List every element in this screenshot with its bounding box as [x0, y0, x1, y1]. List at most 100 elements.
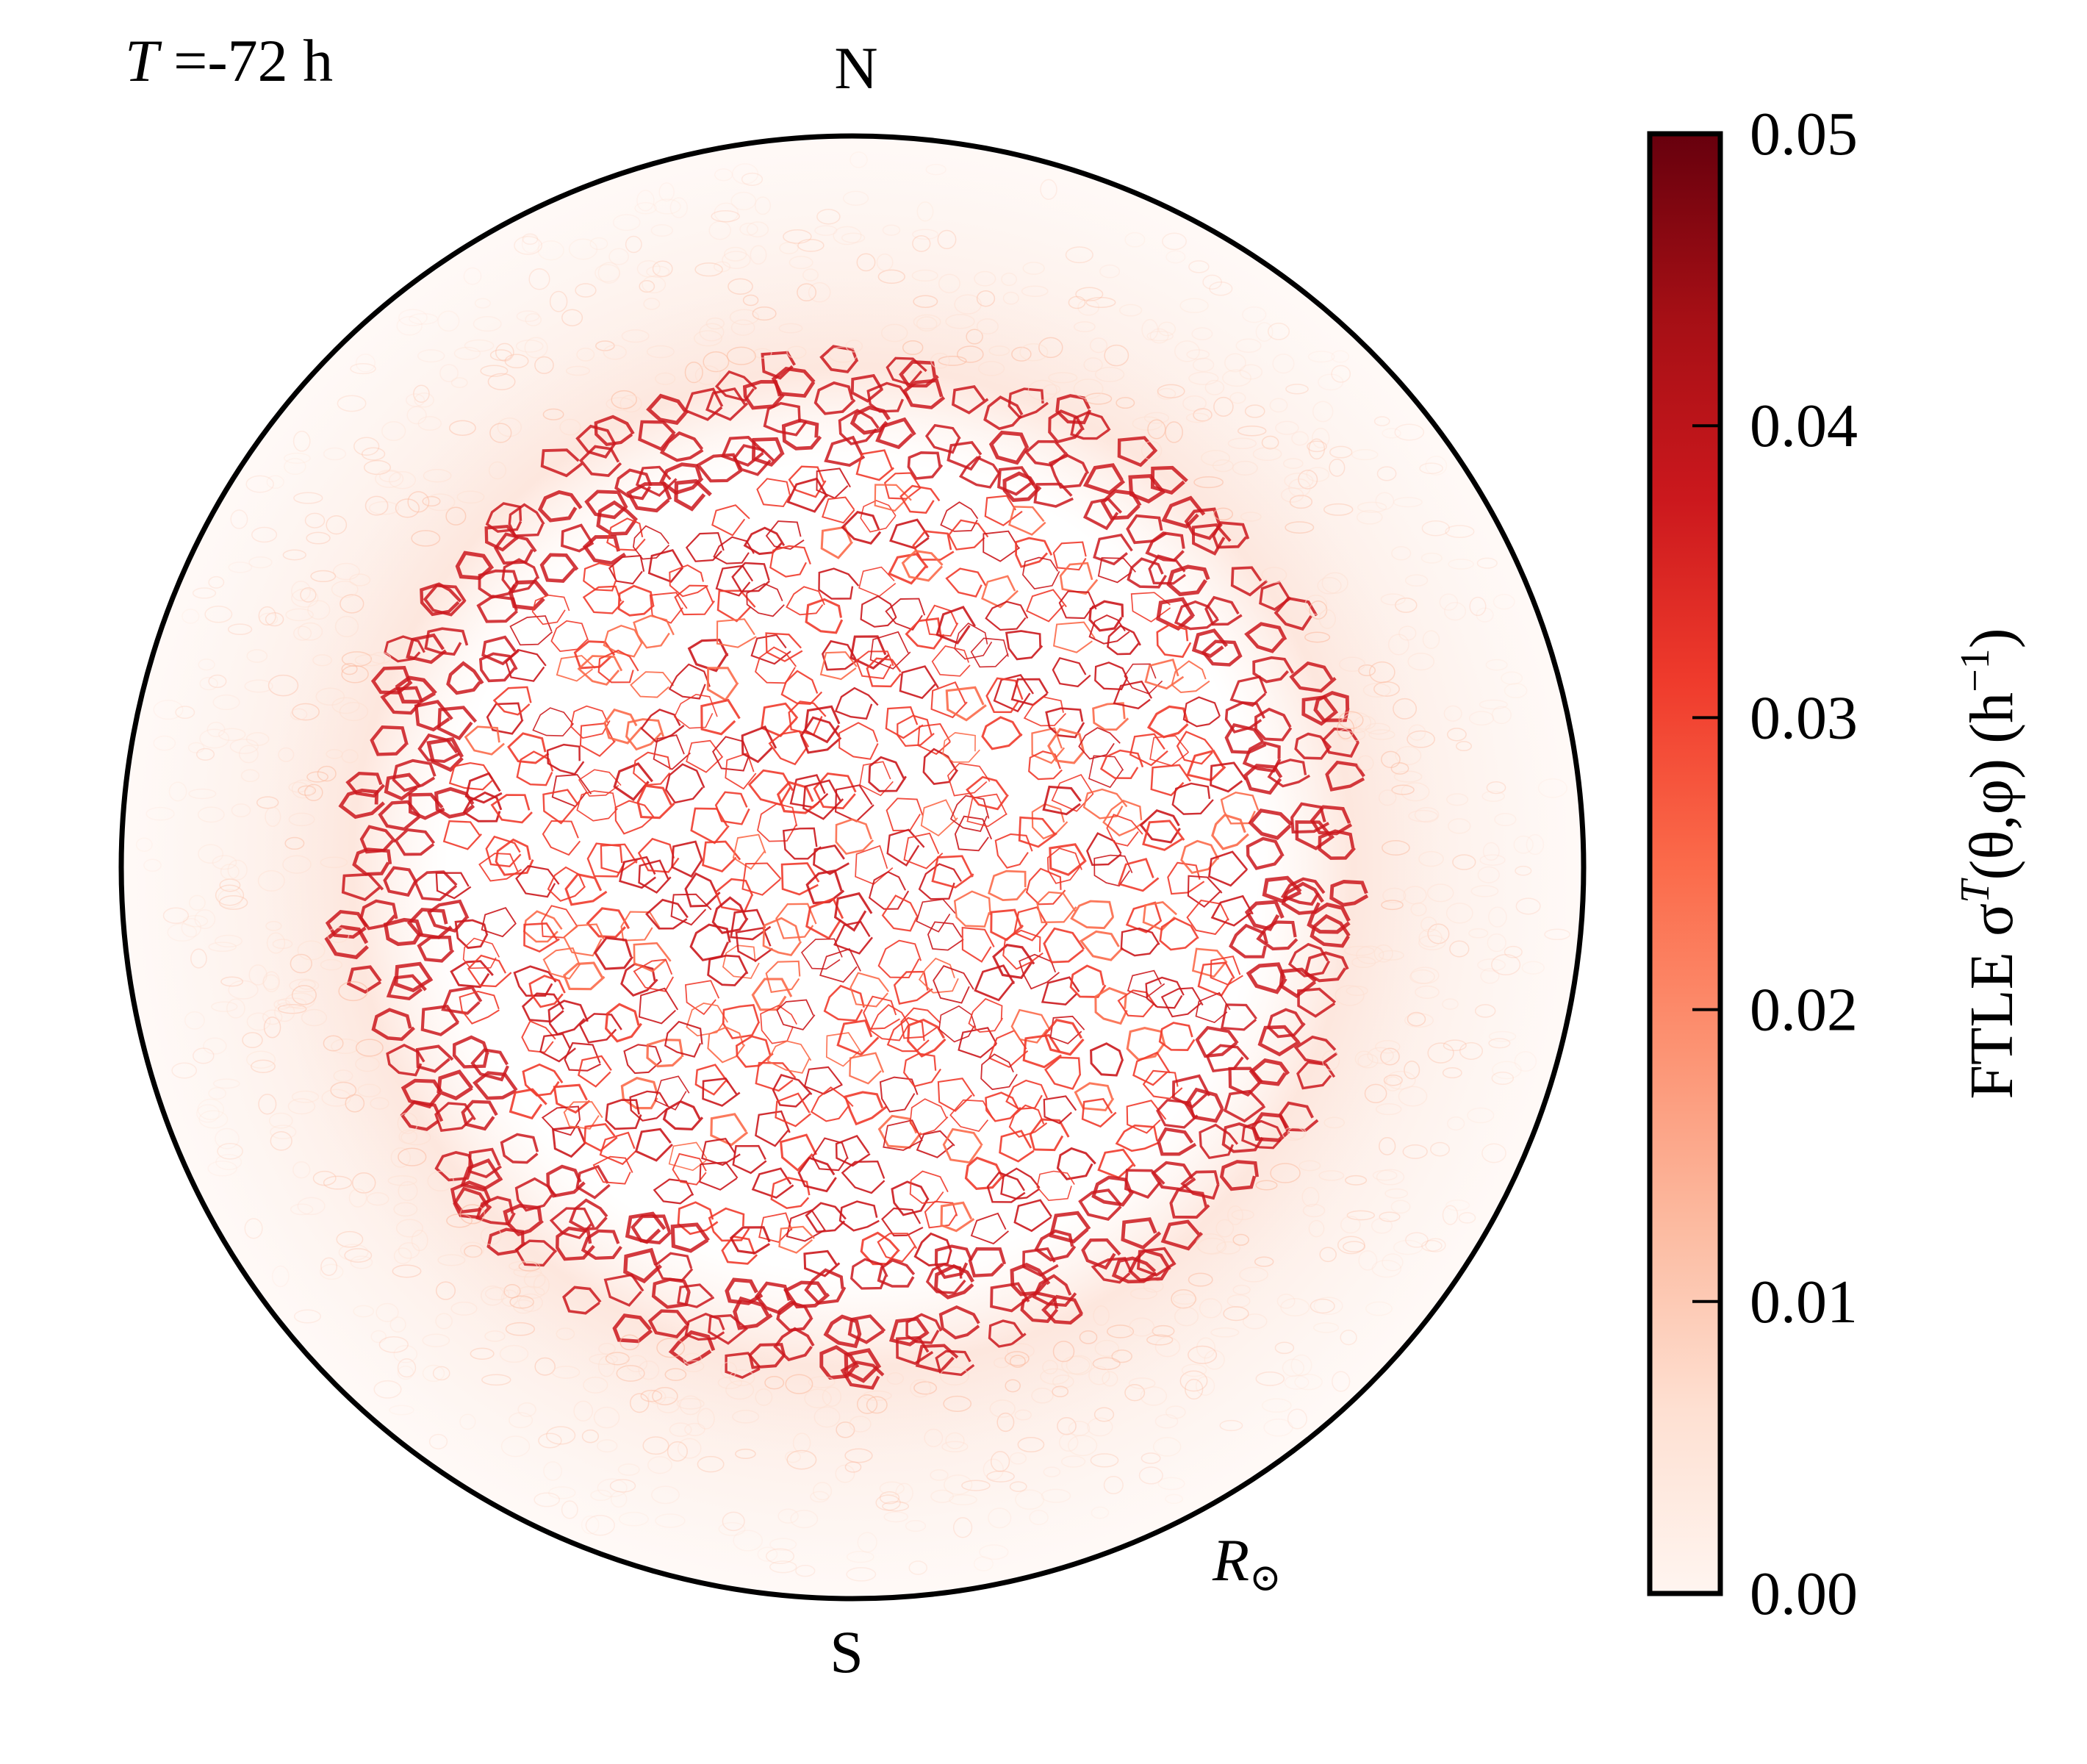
ftle-ridge-cell [1097, 557, 1136, 584]
ftle-limb-cell [1477, 958, 1506, 972]
ftle-limb-cell [398, 1147, 427, 1166]
ftle-limb-cell [1282, 1127, 1305, 1141]
ftle-ridge-cell [866, 381, 910, 413]
ftle-limb-cell [1307, 440, 1327, 453]
ftle-limb-cell [1204, 1349, 1225, 1370]
ftle-limb-cell [368, 501, 400, 515]
ftle-limb-cell [765, 1548, 795, 1564]
ftle-ridge-cell [1032, 1274, 1077, 1307]
ftle-ridge-cell [970, 637, 1009, 668]
ftle-ridge-cell [446, 661, 484, 695]
ftle-limb-cell [1373, 416, 1390, 426]
ftle-ridge-cell [630, 671, 675, 698]
ftle-ridge-cell [786, 477, 828, 513]
radius-label: R⊙ [1212, 1527, 1282, 1599]
ftle-limb-cell [556, 1327, 575, 1341]
ftle-limb-cell [1068, 295, 1086, 309]
ftle-ridge-cell [1174, 600, 1220, 631]
ftle-limb-cell [334, 615, 359, 637]
ftle-ridge-cell [1142, 820, 1185, 851]
ftle-limb-cell [1083, 357, 1103, 373]
ftle-limb-cell [1425, 1238, 1446, 1252]
ftle-limb-cell [414, 392, 434, 408]
ftle-limb-cell [1375, 1039, 1401, 1054]
ftle-limb-cell [1345, 1175, 1368, 1186]
ftle-limb-cell [638, 1360, 660, 1380]
ftle-ridge-cell [838, 722, 879, 760]
ftle-ridge-cell [549, 1207, 595, 1239]
ftle-ridge-cell [836, 1019, 880, 1056]
ftle-ridge-cell [542, 820, 581, 856]
ftle-ridge-cell [516, 750, 554, 786]
ftle-limb-cell [317, 765, 337, 782]
ftle-limb-cell [395, 1219, 424, 1238]
ftle-limb-cell [652, 260, 673, 277]
ftle-ridge-cell [1278, 1101, 1319, 1132]
ftle-ridge-cell [668, 1141, 708, 1172]
ftle-limb-cell [1452, 854, 1476, 870]
ftle-ridge-cell [782, 827, 822, 860]
ftle-ridge-cell [383, 866, 418, 897]
ftle-ridge-cell [1304, 951, 1349, 983]
ftle-ridge-cell [1144, 658, 1185, 690]
ftle-ridge-cell [714, 370, 758, 402]
ftle-ridge-cell [400, 1078, 443, 1109]
ftle-limb-cell [1410, 902, 1427, 917]
ftle-ridge-cell [933, 965, 974, 1004]
ftle-limb-cell [1427, 923, 1450, 944]
ftle-limb-cell [298, 979, 316, 990]
ftle-ridge-cell [1171, 782, 1214, 815]
ftle-limb-cell [437, 310, 460, 332]
ftle-ridge-cell [743, 526, 786, 556]
ftle-limb-cell [804, 1388, 832, 1409]
ftle-limb-cell [618, 1511, 649, 1527]
ftle-ridge-cell [924, 423, 961, 454]
ftle-limb-cell [354, 653, 385, 667]
ftle-ridge-cell [1156, 1099, 1199, 1129]
ftle-limb-cell [277, 1003, 307, 1014]
ftle-ridge-cell [620, 1076, 659, 1110]
ftle-ridge-cell [805, 897, 844, 940]
ftle-limb-cell [976, 318, 999, 335]
ftle-limb-cell [1141, 318, 1159, 341]
ftle-ridge-cell [885, 598, 926, 631]
ftle-ridge-cell [1100, 489, 1142, 520]
ftle-limb-cell [422, 1333, 450, 1347]
ftle-ridge-cell [629, 1090, 669, 1122]
ftle-limb-cell [326, 514, 348, 535]
ftle-limb-cell [220, 976, 244, 987]
ftle-limb-cell [875, 1494, 901, 1511]
ftle-ridge-cell [1051, 774, 1094, 812]
ftle-ridge-cell [539, 553, 579, 584]
ftle-ridge-cell [1249, 1058, 1290, 1086]
ftle-limb-cell [619, 394, 642, 413]
ftle-ridge-cell [1210, 761, 1247, 793]
ftle-limb-cell [1371, 1217, 1393, 1234]
ftle-limb-cell [1103, 1476, 1124, 1494]
ftle-ridge-cell [420, 582, 462, 617]
ftle-limb-cell [845, 340, 863, 353]
ftle-limb-cell [1162, 232, 1187, 251]
ftle-limb-cell [290, 1203, 314, 1216]
ftle-limb-cell [361, 447, 386, 461]
ftle-limb-cell [880, 323, 908, 343]
ftle-ridge-cell [1094, 986, 1128, 1025]
ftle-limb-cell [370, 652, 392, 664]
ftle-ridge-cell [1023, 696, 1067, 727]
ftle-ridge-cell [901, 550, 944, 582]
ftle-limb-cell [1382, 1253, 1404, 1272]
ftle-limb-cell [439, 364, 459, 382]
ftle-limb-cell [1446, 728, 1467, 742]
ftle-limb-cell [1077, 298, 1100, 316]
ftle-limb-cell [1312, 1322, 1340, 1333]
ftle-ridge-cell [1248, 808, 1293, 840]
ftle-ridge-cell [674, 478, 712, 512]
ftle-limb-cell [1403, 886, 1427, 905]
ftle-limb-cell [425, 493, 456, 512]
ftle-ridge-cell [877, 1233, 918, 1263]
ftle-ridge-cell [1078, 727, 1121, 760]
ftle-ridge-cell [1160, 1219, 1204, 1251]
ftle-limb-cell [417, 416, 442, 431]
ftle-ridge-cell [1329, 880, 1369, 907]
ftle-limb-cell [786, 345, 807, 359]
